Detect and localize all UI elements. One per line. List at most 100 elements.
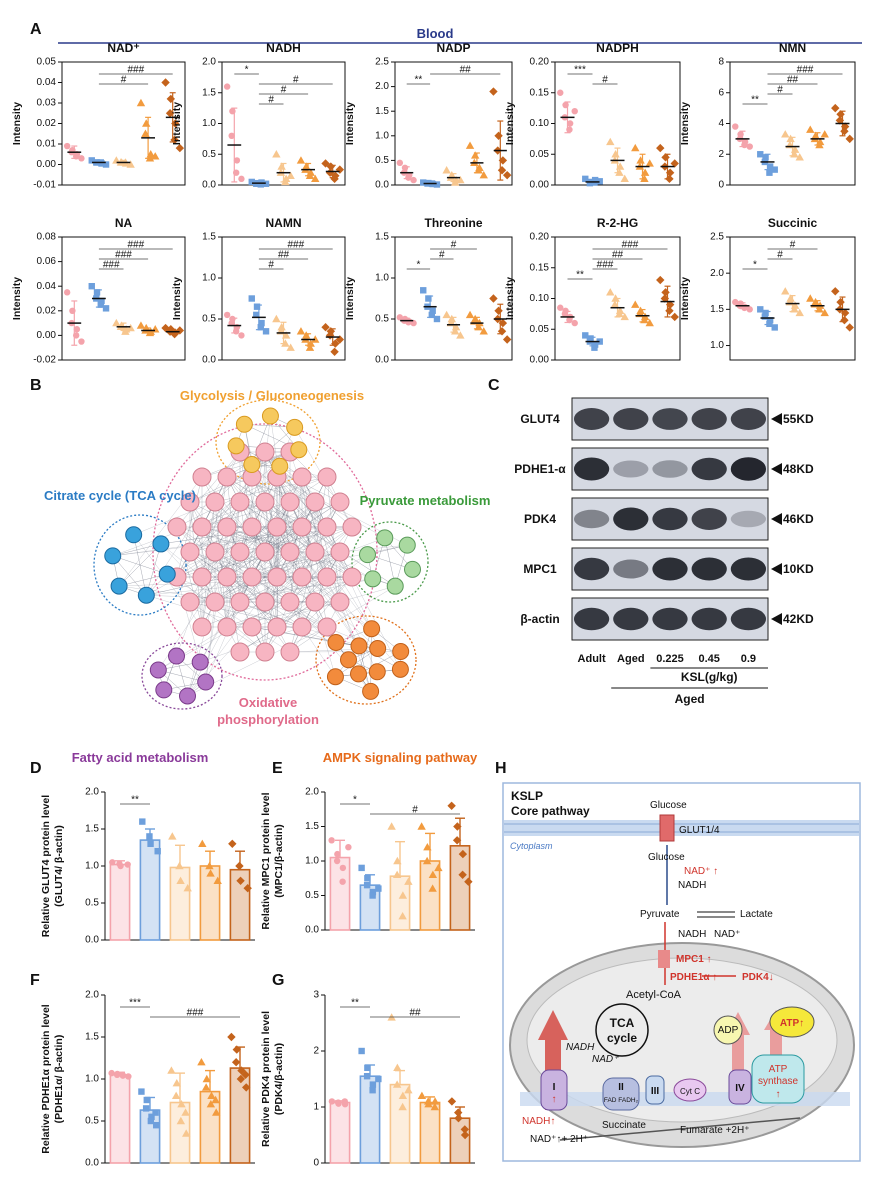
network-edge [314, 476, 328, 553]
y-tick-label: 8 [718, 57, 724, 68]
metabolite: Glucose [648, 852, 685, 863]
bar [389, 1083, 411, 1164]
y-tick-label: 1.0 [85, 861, 99, 872]
network-node [267, 567, 287, 587]
network-edge [119, 576, 353, 587]
network-edge [339, 544, 408, 553]
network-edge [314, 501, 353, 578]
data-point [790, 301, 800, 309]
y-axis-label: Intensity [344, 102, 356, 145]
network-edge [160, 543, 216, 603]
data-point [451, 327, 460, 335]
network-edge [289, 501, 341, 553]
chart-title: NADH [266, 41, 301, 55]
y-tick-label: 2 [313, 1046, 319, 1057]
network-edge [264, 501, 291, 603]
protein-label: PDHE1-α [514, 462, 566, 476]
data-point [656, 143, 665, 153]
data-point [363, 1073, 371, 1080]
network-node [155, 681, 173, 699]
y-tick-label: 1.5 [202, 232, 216, 243]
y-tick-label: 0 [313, 1158, 319, 1169]
significance-label: ### [187, 1008, 204, 1019]
cluster-ring [93, 514, 187, 616]
network-edge [239, 501, 291, 553]
data-point [117, 862, 124, 870]
y-tick-label: 3 [313, 990, 319, 1001]
data-point [425, 295, 432, 302]
network-edge [314, 551, 328, 628]
significance-label: # [412, 805, 418, 816]
data-point [102, 161, 110, 168]
data-point [498, 156, 508, 165]
y-tick-label: 0.0 [202, 180, 216, 191]
network-edge [326, 585, 396, 628]
adp [713, 1015, 743, 1045]
data-point [262, 180, 270, 187]
network-node [290, 441, 308, 459]
data-point [211, 1095, 220, 1104]
data-point [202, 1074, 211, 1083]
data-point [428, 884, 437, 892]
data-point [176, 876, 185, 884]
y-tick-label: 0.05 [530, 324, 550, 335]
y-tick-label: 2.5 [375, 57, 389, 68]
complex-iv [728, 1069, 752, 1105]
data-point [311, 335, 320, 343]
bar [139, 839, 161, 941]
network-edge [201, 476, 228, 578]
network-edge [264, 476, 278, 553]
data-point [238, 332, 245, 339]
cycle-label: cycle [607, 1031, 637, 1045]
data-point [296, 327, 306, 335]
data-point [206, 1100, 216, 1108]
data-point [248, 178, 255, 186]
significance-label: * [353, 795, 357, 806]
network-edge [251, 576, 266, 653]
y-tick-label: 2 [718, 149, 724, 160]
y-axis-label: Intensity [344, 277, 356, 320]
network-edge [226, 551, 266, 628]
y-tick-label: 2.0 [710, 268, 724, 279]
data-point [253, 311, 260, 319]
data-point [820, 130, 829, 138]
network-node [152, 535, 170, 553]
network-edge [226, 526, 278, 578]
chart-title: Succinic [768, 216, 818, 230]
significance-label: * [245, 65, 249, 76]
network-edge [264, 551, 316, 603]
network-node [217, 567, 237, 587]
data-point [670, 312, 679, 322]
data-point [272, 314, 281, 323]
size-label: 48KD [783, 462, 814, 476]
complex-ii [602, 1077, 640, 1111]
y-tick-label: 0.20 [530, 232, 550, 243]
size-arrow [771, 463, 782, 475]
data-point [790, 150, 799, 158]
y-axis-label: Relative PDK4 protein level [260, 1011, 272, 1147]
network-node [192, 617, 212, 637]
network-edge [301, 501, 316, 578]
data-point [207, 1091, 216, 1099]
pathway-title: KSLP [511, 789, 543, 803]
network-label: AMPK signaling pathway [323, 750, 478, 765]
network-edge [289, 476, 303, 603]
network-node [305, 542, 325, 562]
data-point [405, 174, 412, 181]
network-edge [264, 526, 328, 553]
data-point [746, 143, 753, 150]
data-point [206, 869, 215, 877]
blot-band [613, 507, 649, 531]
significance-label: ### [127, 240, 144, 251]
data-point [566, 120, 574, 127]
data-point [428, 870, 438, 878]
data-point [586, 179, 594, 187]
network-edge [301, 526, 353, 578]
network-node [317, 617, 337, 637]
size-label: 46KD [783, 512, 814, 526]
network-node [230, 542, 250, 562]
data-point [143, 1096, 150, 1104]
network-node [292, 517, 312, 537]
lane-label: 0.9 [741, 653, 756, 665]
network-edge [189, 476, 228, 553]
